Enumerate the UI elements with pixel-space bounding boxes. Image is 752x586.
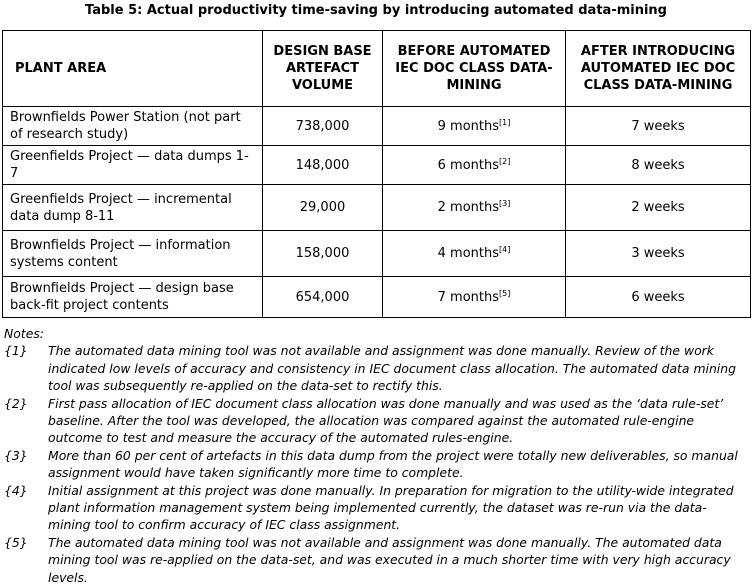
footnote-ref: [1] <box>499 117 511 127</box>
note-marker: {1} <box>4 343 28 359</box>
note-text: The automated data mining tool was not a… <box>48 343 736 394</box>
footnote-ref: [5] <box>499 288 511 298</box>
notes-label: Notes: <box>4 326 44 341</box>
note-marker: {3} <box>4 447 28 463</box>
header-cell: PLANT AREA <box>2 30 263 107</box>
note-text: First pass allocation of IEC document cl… <box>48 395 724 446</box>
table-row: Brownfields Project — information system… <box>2 230 751 277</box>
before-value: 4 months <box>437 246 500 261</box>
table-title: Table 5: Actual productivity time-saving… <box>85 3 667 18</box>
before-cell: 6 months[2] <box>382 145 566 185</box>
before-cell: 4 months[4] <box>382 230 566 277</box>
note: {1} The automated data mining tool was no… <box>4 342 748 394</box>
table-body: Brownfields Power Station (not part of r… <box>2 106 751 318</box>
note-text: Initial assignment at this project was d… <box>48 482 734 533</box>
footnote-ref: [3] <box>499 199 511 208</box>
plant-area-cell: Brownfields Project — information system… <box>2 230 263 277</box>
table: PLANT AREA DESIGN BASE ARTEFACT VOLUME B… <box>2 30 751 318</box>
plant-area-cell: Brownfields Project — design base back-f… <box>2 276 263 318</box>
header-row: PLANT AREA DESIGN BASE ARTEFACT VOLUME B… <box>2 30 751 107</box>
note: {4} Initial assignment at this project wa… <box>4 482 748 534</box>
table-row: Brownfields Project — design base back-f… <box>2 276 751 318</box>
table-row: Greenfields Project — incremental data d… <box>2 184 751 231</box>
before-value: 2 months <box>437 200 500 215</box>
before-cell: 9 months[1] <box>382 106 566 146</box>
header-cell: BEFORE AUTOMATED IEC DOC CLASS DATA-MINI… <box>382 30 566 107</box>
after-cell: 7 weeks <box>565 106 751 146</box>
notes: Notes: {1} The automated data mining tool… <box>4 325 748 586</box>
before-value: 6 months <box>437 157 500 173</box>
note: {3} More than 60 per cent of artefacts in… <box>4 447 748 482</box>
note-text: The automated data mining tool was not a… <box>48 534 731 585</box>
after-cell: 6 weeks <box>565 276 751 318</box>
volume-cell: 29,000 <box>262 184 383 231</box>
before-value: 9 months <box>437 118 500 134</box>
volume-cell: 738,000 <box>262 106 383 146</box>
footnote-ref: [2] <box>499 156 511 166</box>
volume-cell: 158,000 <box>262 230 383 277</box>
table-row: Brownfields Power Station (not part of r… <box>2 106 751 146</box>
note: {2} First pass allocation of IEC document… <box>4 395 748 447</box>
note-marker: {5} <box>4 534 28 550</box>
note-text: More than 60 per cent of artefacts in th… <box>48 447 738 481</box>
volume-cell: 654,000 <box>262 276 383 318</box>
volume-cell: 148,000 <box>262 145 383 185</box>
before-value: 7 months <box>437 289 500 305</box>
note-marker: {2} <box>4 395 28 411</box>
plant-area-cell: Greenfields Project — data dumps 1-7 <box>2 145 263 185</box>
table-row: Greenfields Project — data dumps 1-7 148,… <box>2 145 751 185</box>
after-cell: 8 weeks <box>565 145 751 185</box>
footnote-ref: [4] <box>499 245 511 254</box>
note-marker: {4} <box>4 482 28 498</box>
after-cell: 2 weeks <box>565 184 751 231</box>
header-cell: DESIGN BASE ARTEFACT VOLUME <box>262 30 383 107</box>
note: {5} The automated data mining tool was no… <box>4 534 748 586</box>
plant-area-cell: Brownfields Power Station (not part of r… <box>2 106 263 146</box>
before-cell: 2 months[3] <box>382 184 566 231</box>
after-cell: 3 weeks <box>565 230 751 277</box>
header-cell: AFTER INTRODUCING AUTOMATED IEC DOC CLAS… <box>565 30 751 107</box>
plant-area-cell: Greenfields Project — incremental data d… <box>2 184 263 231</box>
before-cell: 7 months[5] <box>382 276 566 318</box>
